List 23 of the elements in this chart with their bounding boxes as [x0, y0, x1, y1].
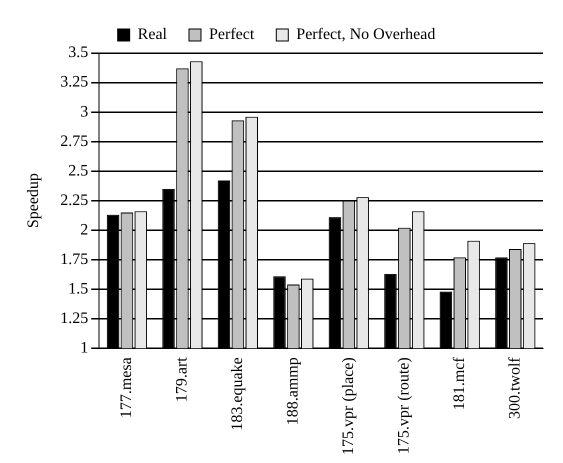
y-tick-label: 2	[80, 221, 88, 238]
legend-label: Perfect	[208, 26, 255, 44]
x-tick-label: 175.vpr (place)	[340, 357, 358, 455]
x-tick-label: 181.mcf	[450, 356, 468, 410]
y-tick-label: 3.25	[60, 74, 88, 91]
x-tick-label: 179.art	[174, 356, 191, 402]
x-tick-label: 300.twolf	[506, 356, 524, 420]
y-tick-label: 2.75	[60, 132, 88, 150]
y-tick-label: 1.5	[68, 280, 88, 298]
y-tick-label: 2.25	[60, 192, 88, 209]
x-tick-label: 188.ammp	[284, 357, 302, 426]
y-tick-label: 2.5	[68, 162, 88, 180]
x-tick-label: 183.equake	[229, 357, 246, 431]
y-tick-label: 3	[80, 103, 88, 120]
x-tick-label: 175.vpr (route)	[396, 357, 413, 454]
legend-label: Real	[138, 26, 168, 44]
legend-label: Perfect, No Overhead	[296, 26, 436, 44]
y-axis-title: Speedup	[24, 173, 42, 228]
y-tick-label: 3.5	[68, 44, 88, 62]
y-tick-label: 1.25	[60, 310, 88, 327]
y-tick-label: 1	[80, 339, 88, 356]
x-tick-label: 177.mesa	[118, 357, 136, 418]
y-tick-label: 1.75	[60, 250, 88, 268]
